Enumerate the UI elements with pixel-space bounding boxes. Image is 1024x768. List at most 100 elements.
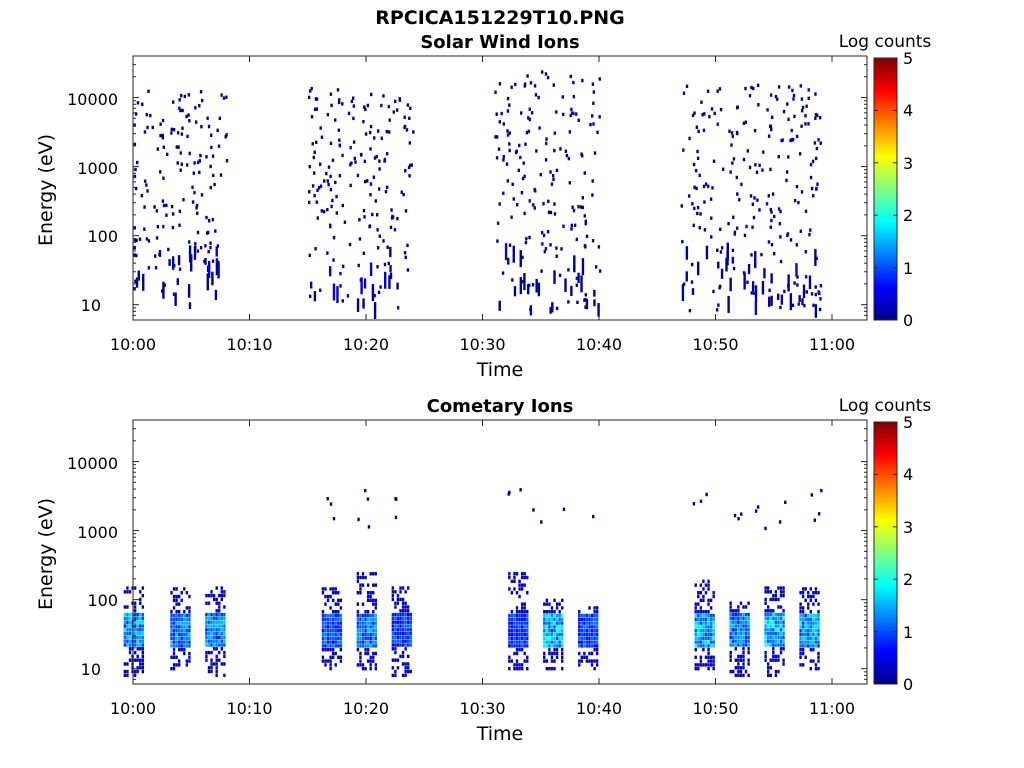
heatmap-cell — [401, 631, 405, 636]
heatmap-cell — [705, 492, 708, 497]
heatmap-cell — [326, 629, 330, 633]
heatmap-cell — [212, 620, 216, 624]
heatmap-cell — [364, 625, 367, 629]
heatmap-cell — [525, 131, 529, 135]
heatmap-cell — [552, 177, 555, 182]
heatmap-cell — [326, 112, 330, 117]
heatmap-cell — [391, 635, 395, 640]
heatmap-cell — [128, 590, 132, 594]
heatmap-cell — [210, 639, 213, 643]
heatmap-cell — [739, 669, 743, 674]
heatmap-cell — [578, 651, 581, 656]
heatmap-cell — [406, 243, 409, 248]
heatmap-cell — [712, 636, 715, 641]
heatmap-cell — [364, 575, 367, 580]
heatmap-cell — [337, 655, 340, 659]
heatmap-cell — [816, 113, 819, 118]
heatmap-cell — [395, 108, 399, 112]
heatmap-cell — [583, 636, 586, 641]
heatmap-cell — [326, 636, 330, 641]
heatmap-cell — [742, 650, 745, 655]
heatmap-cell — [343, 220, 347, 224]
heatmap-cell — [804, 636, 807, 641]
heatmap-cell — [774, 590, 778, 594]
heatmap-cell — [223, 593, 226, 598]
heatmap-cell — [694, 602, 697, 606]
heatmap-cell — [326, 644, 330, 648]
heatmap-cell — [564, 278, 567, 293]
heatmap-cell — [338, 174, 342, 178]
heatmap-cell — [558, 617, 561, 622]
heatmap-cell — [188, 119, 191, 123]
heatmap-cell — [729, 658, 732, 662]
heatmap-cell — [561, 636, 564, 641]
heatmap-cell — [817, 659, 820, 663]
heatmap-cell — [817, 591, 820, 595]
heatmap-cell — [326, 207, 329, 212]
heatmap-cell — [552, 83, 555, 87]
heatmap-cell — [366, 497, 370, 501]
heatmap-cell — [218, 620, 221, 624]
heatmap-cell — [812, 613, 815, 618]
heatmap-cell — [804, 209, 808, 213]
heatmap-cell — [738, 197, 741, 202]
heatmap-cell — [719, 227, 722, 232]
heatmap-cell — [702, 594, 705, 599]
y-axis-label: Energy (eV) — [35, 134, 57, 246]
heatmap-cell — [541, 242, 544, 246]
heatmap-cell — [178, 98, 181, 102]
heatmap-cell — [334, 625, 337, 629]
heatmap-cell — [515, 625, 519, 629]
heatmap-cell — [496, 221, 500, 225]
heatmap-cell — [404, 669, 407, 674]
heatmap-cell — [710, 235, 713, 239]
heatmap-cell — [548, 636, 551, 641]
heatmap-cell — [731, 248, 735, 253]
heatmap-cell — [136, 101, 140, 105]
heatmap-cell — [316, 188, 319, 192]
heatmap-cell — [518, 632, 521, 637]
heatmap-cell — [363, 105, 366, 109]
heatmap-cell — [569, 113, 572, 118]
heatmap-cell — [595, 663, 599, 667]
heatmap-cell — [747, 639, 750, 643]
heatmap-cell — [598, 115, 601, 119]
heatmap-cell — [553, 131, 557, 135]
heatmap-cell — [161, 118, 165, 123]
heatmap-cell — [495, 156, 499, 160]
heatmap-cell — [694, 655, 697, 659]
heatmap-cell — [508, 659, 511, 663]
heatmap-cell — [329, 625, 332, 629]
heatmap-cell — [766, 612, 770, 617]
heatmap-cell — [210, 666, 213, 670]
heatmap-cell — [804, 275, 808, 279]
heatmap-cell — [368, 130, 372, 135]
heatmap-cell — [364, 644, 367, 648]
heatmap-cell — [533, 84, 537, 88]
heatmap-cell — [128, 624, 132, 628]
heatmap-cell — [404, 255, 407, 260]
heatmap-cell — [709, 625, 713, 629]
heatmap-cell — [571, 111, 574, 115]
heatmap-cell — [773, 214, 776, 219]
heatmap-cell — [732, 612, 735, 617]
heatmap-cell — [523, 632, 526, 637]
heatmap-cell — [513, 666, 516, 671]
heatmap-cell — [782, 624, 785, 628]
heatmap-cell — [508, 625, 511, 629]
heatmap-cell — [580, 640, 583, 644]
heatmap-cell — [334, 602, 337, 606]
heatmap-cell — [583, 651, 586, 656]
heatmap-cell — [729, 620, 732, 624]
heatmap-cell — [766, 590, 770, 594]
heatmap-cell — [407, 624, 410, 628]
heatmap-cell — [558, 632, 561, 637]
heatmap-cell — [337, 625, 340, 629]
heatmap-cell — [728, 129, 731, 133]
heatmap-cell — [513, 286, 517, 297]
heatmap-cell — [809, 644, 813, 648]
heatmap-cell — [513, 572, 516, 576]
heatmap-cell — [391, 612, 395, 617]
heatmap-cell — [697, 632, 700, 637]
heatmap-cell — [731, 161, 734, 165]
